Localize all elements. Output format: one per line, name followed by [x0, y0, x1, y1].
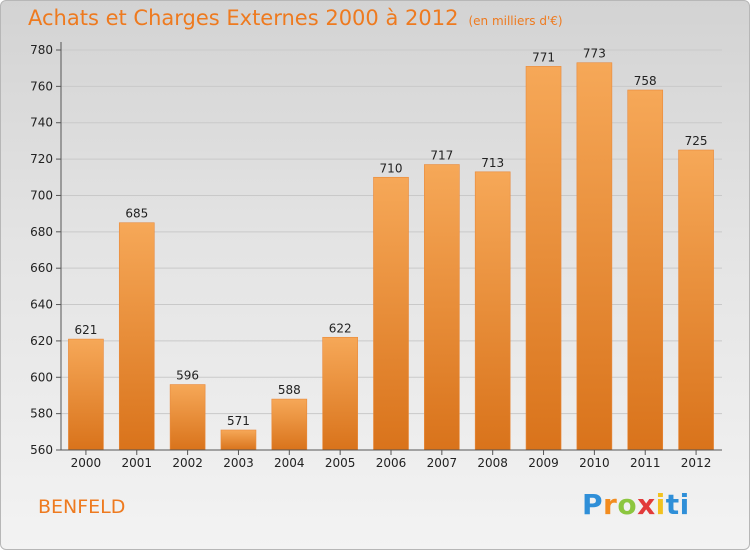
x-tick-label: 2011 [630, 456, 661, 470]
bar [373, 176, 409, 451]
bar-value-label: 571 [227, 414, 250, 428]
bar-value-label: 596 [176, 369, 199, 383]
chart-title: Achats et Charges Externes 2000 à 2012 [28, 6, 459, 30]
y-tick-label: 600 [30, 370, 53, 384]
bar [118, 222, 155, 451]
x-tick-label: 2003 [223, 456, 254, 470]
x-tick-label: 2009 [528, 456, 559, 470]
y-tick-label: 580 [30, 407, 53, 421]
bar-value-label: 725 [685, 134, 708, 148]
x-tick-label: 2004 [274, 456, 305, 470]
bar [474, 171, 511, 451]
logo-letter: P [582, 488, 604, 521]
y-tick-label: 660 [30, 261, 53, 275]
bar-value-label: 710 [380, 161, 403, 175]
bar [68, 338, 104, 451]
bar [525, 66, 562, 451]
bar [322, 336, 358, 451]
y-tick-label: 620 [30, 334, 53, 348]
y-tick-label: 720 [30, 152, 53, 166]
x-tick-label: 2012 [681, 456, 712, 470]
logo-letter: o [617, 488, 638, 521]
x-tick-label: 2007 [427, 456, 458, 470]
chart-title-block: Achats et Charges Externes 2000 à 2012 (e… [28, 6, 563, 30]
data-labels: 621 685 596 571 588 622 710 717 713 771 773 758 725 [74, 47, 707, 428]
y-tick-label: 680 [30, 225, 53, 239]
x-tick-label: 2002 [172, 456, 203, 470]
bar-value-label: 713 [481, 156, 504, 170]
bar-value-label: 621 [74, 323, 97, 337]
axes: 560 580 600 620 640 660 680 700 720 740 760 780 2000… [30, 42, 722, 470]
y-tick-label: 640 [30, 298, 53, 312]
y-tick-label: 560 [30, 443, 53, 457]
proxiti-logo[interactable]: Proxiti [582, 488, 690, 521]
bar-value-label: 685 [125, 207, 148, 221]
bar-value-label: 771 [532, 50, 555, 64]
chart-unit: (en milliers d'€) [468, 14, 563, 28]
bar [576, 62, 613, 451]
city-name: BENFELD [38, 496, 126, 518]
bar [220, 429, 257, 451]
x-tick-label: 2001 [121, 456, 152, 470]
logo-letter: x [637, 488, 656, 521]
y-tick-label: 740 [30, 116, 53, 130]
x-tick-label: 2005 [325, 456, 356, 470]
x-tick-label: 2008 [477, 456, 508, 470]
bar [627, 89, 664, 451]
x-tick-label: 2000 [71, 456, 102, 470]
bar-value-label: 622 [329, 321, 352, 335]
bar-value-label: 717 [430, 149, 453, 163]
bar [424, 164, 460, 451]
bar [169, 384, 206, 451]
bar [678, 149, 714, 451]
y-tick-label: 700 [30, 188, 53, 202]
bar-value-label: 588 [278, 383, 301, 397]
x-tick-label: 2006 [376, 456, 407, 470]
x-tick-label: 2010 [579, 456, 610, 470]
y-tick-label: 760 [30, 79, 53, 93]
logo-letter: r [603, 488, 618, 521]
bar-value-label: 758 [634, 74, 657, 88]
bars [68, 62, 714, 451]
bar-value-label: 773 [583, 47, 606, 61]
y-tick-label: 780 [30, 43, 53, 57]
bar [271, 398, 308, 451]
logo-letter: i [655, 488, 666, 521]
logo-letter: ti [665, 488, 690, 521]
